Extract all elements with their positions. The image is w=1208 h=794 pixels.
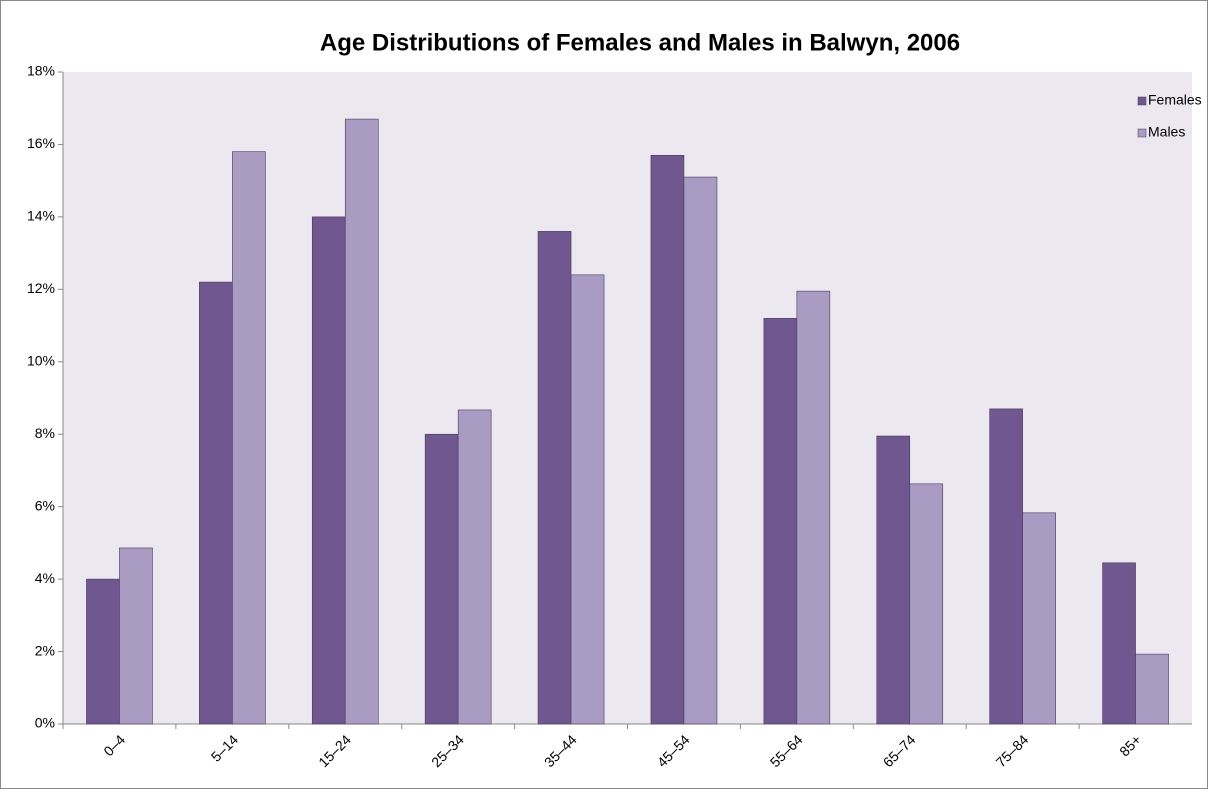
y-tick-label: 16% [27, 135, 55, 151]
y-tick-label: 8% [35, 425, 55, 441]
bar [683, 176, 718, 725]
bar [1102, 562, 1136, 725]
bar [570, 274, 605, 725]
bar [537, 231, 572, 725]
legend-label: Males [1148, 124, 1185, 140]
chart-title: Age Distributions of Females and Males i… [320, 29, 960, 56]
y-tick-label: 14% [27, 208, 55, 224]
bar [311, 216, 346, 725]
bar [119, 547, 153, 725]
bar [86, 578, 120, 725]
bar [763, 318, 798, 725]
y-tick-label: 18% [27, 63, 55, 79]
y-tick-label: 4% [35, 570, 55, 586]
bar [796, 290, 831, 725]
legend-label: Females [1148, 92, 1202, 108]
bar [1022, 512, 1056, 725]
bar [457, 409, 492, 725]
bar [909, 483, 944, 725]
y-tick-label: 0% [35, 715, 55, 731]
bar [989, 408, 1023, 725]
bar [232, 151, 266, 725]
legend-swatch [1137, 128, 1147, 138]
y-tick-label: 10% [27, 352, 55, 368]
bar [199, 281, 233, 725]
bar [1135, 653, 1169, 725]
legend-swatch [1137, 96, 1147, 106]
bar [344, 118, 379, 725]
bar [424, 433, 459, 725]
y-tick-label: 6% [35, 497, 55, 513]
bar [876, 435, 911, 725]
bar [650, 155, 685, 725]
y-tick-label: 2% [35, 642, 55, 658]
y-tick-label: 12% [27, 280, 55, 296]
